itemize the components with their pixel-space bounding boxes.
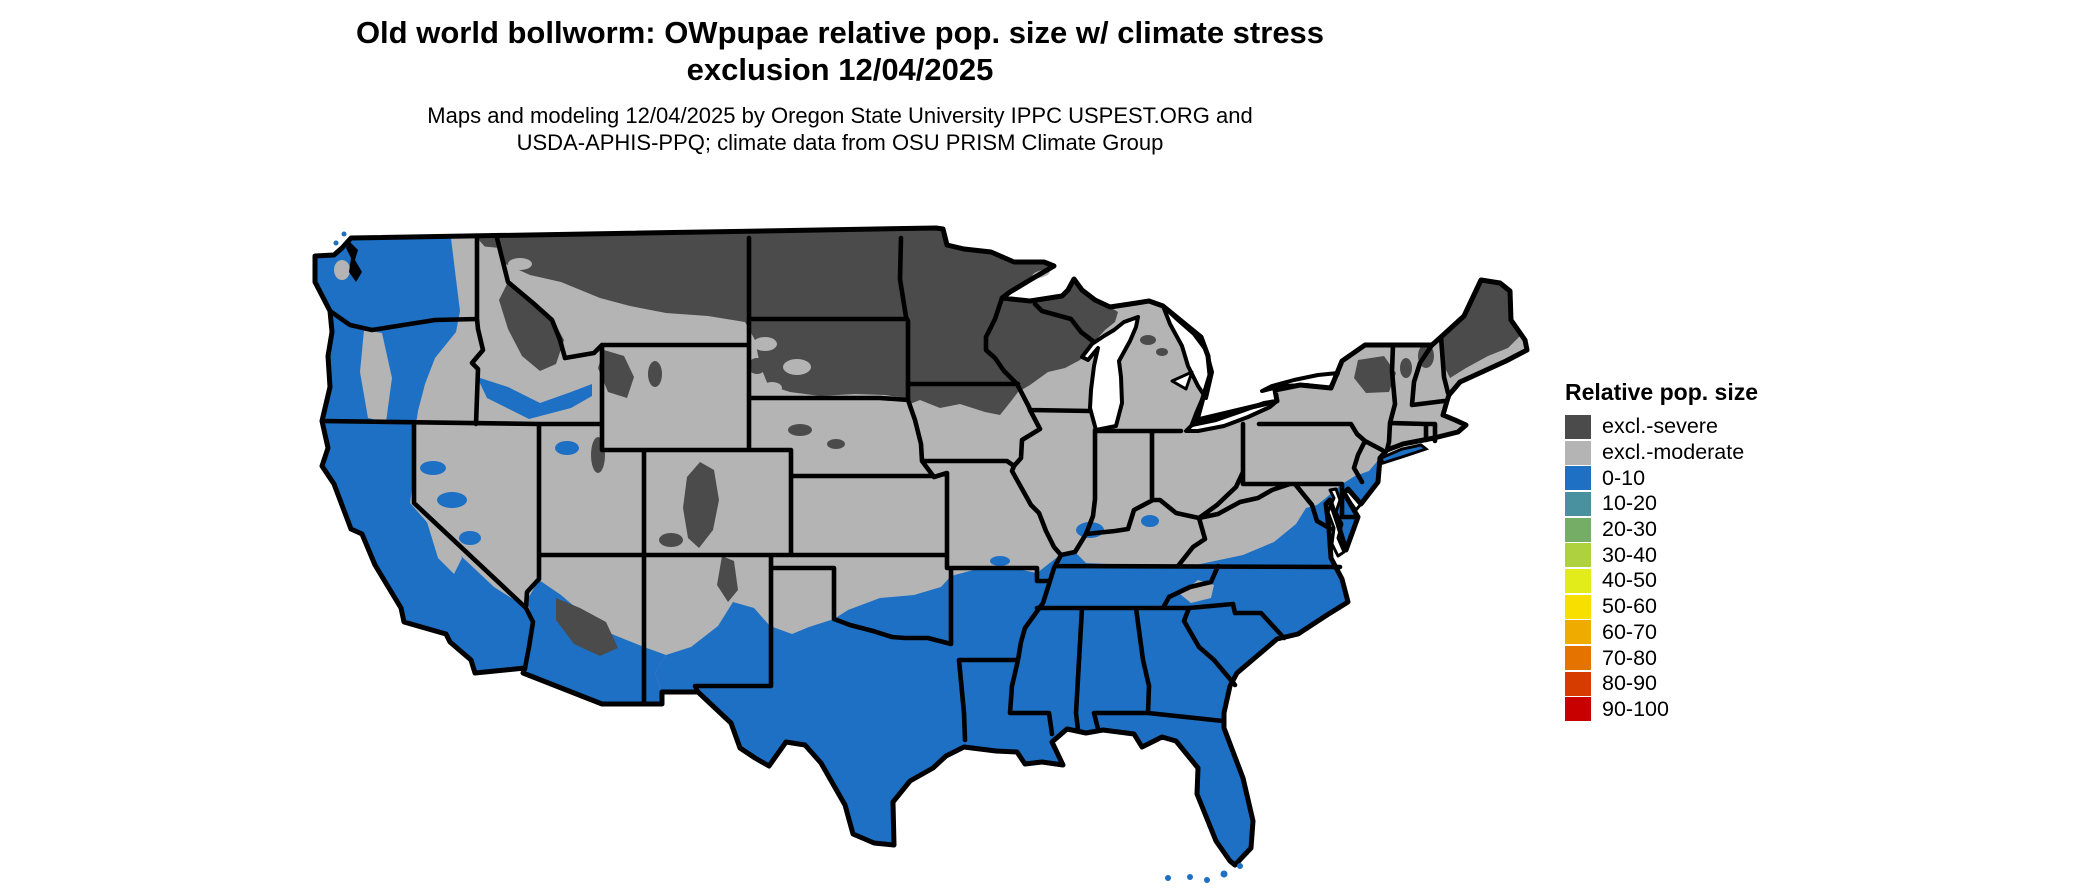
lake-michigan xyxy=(1080,315,1140,432)
legend-swatch-90-100 xyxy=(1565,697,1591,722)
legend-item: 0-10 xyxy=(1565,465,1825,491)
legend-swatch-excl-moderate xyxy=(1565,440,1591,465)
map-moderate-pockets xyxy=(508,258,811,394)
legend-label: 20-30 xyxy=(1602,517,1657,542)
legend-swatch-70-80 xyxy=(1565,646,1591,671)
legend-item: 70-80 xyxy=(1565,645,1825,671)
legend-item: 90-100 xyxy=(1565,697,1825,723)
legend-label: excl.-severe xyxy=(1602,414,1718,439)
legend-swatch-30-40 xyxy=(1565,543,1591,568)
coastline xyxy=(312,225,1530,868)
legend-label: excl.-moderate xyxy=(1602,440,1745,465)
legend-swatch-40-50 xyxy=(1565,568,1591,593)
legend-swatch-0-10 xyxy=(1565,466,1591,491)
legend-title: Relative pop. size xyxy=(1565,379,1759,405)
legend-swatch-50-60 xyxy=(1565,594,1591,619)
map-blue-patches xyxy=(420,441,1159,566)
legend-label: 40-50 xyxy=(1602,568,1657,593)
legend-swatch-60-70 xyxy=(1565,620,1591,645)
legend-label: 10-20 xyxy=(1602,491,1657,516)
map-region-excl-severe-band xyxy=(477,228,1118,415)
map-long-island xyxy=(1379,443,1430,465)
map-moderate-over-blue xyxy=(334,244,1214,603)
legend-label: 80-90 xyxy=(1602,671,1657,696)
legend-label: 50-60 xyxy=(1602,594,1657,619)
state-borders xyxy=(319,235,1451,743)
legend-label: 70-80 xyxy=(1602,645,1657,670)
legend-item: 80-90 xyxy=(1565,671,1825,697)
map-title: Old world bollworm: OWpupae relative pop… xyxy=(240,14,1440,88)
legend-item: 20-30 xyxy=(1565,517,1825,543)
puget-sound xyxy=(346,242,362,282)
legend-item: 30-40 xyxy=(1565,542,1825,568)
legend-label: 30-40 xyxy=(1602,542,1657,567)
legend-item: 40-50 xyxy=(1565,568,1825,594)
title-block: Old world bollworm: OWpupae relative pop… xyxy=(240,14,1440,156)
legend-swatch-excl-severe xyxy=(1565,414,1591,439)
legend-swatch-80-90 xyxy=(1565,671,1591,696)
legend-item: 50-60 xyxy=(1565,594,1825,620)
legend: Relative pop. size excl.-severe excl.-mo… xyxy=(1565,380,1825,722)
legend-label: 60-70 xyxy=(1602,619,1657,644)
map-subtitle: Maps and modeling 12/04/2025 by Oregon S… xyxy=(240,102,1440,156)
legend-label: 0-10 xyxy=(1602,465,1646,490)
legend-item: excl.-severe xyxy=(1565,414,1825,440)
offshore-specks xyxy=(333,231,1243,883)
legend-swatch-20-30 xyxy=(1565,517,1591,542)
saginaw-bay xyxy=(1170,370,1194,391)
map-subtitle-line2: USDA-APHIS-PPQ; climate data from OSU PR… xyxy=(516,130,1164,155)
legend-item: 60-70 xyxy=(1565,620,1825,646)
map-title-line2: exclusion 12/04/2025 xyxy=(686,52,994,87)
legend-label: 90-100 xyxy=(1602,696,1669,721)
map-title-line1: Old world bollworm: OWpupae relative pop… xyxy=(355,15,1325,50)
legend-item: excl.-moderate xyxy=(1565,440,1825,466)
map-region-blue-snake-river xyxy=(477,377,592,419)
legend-swatch-10-20 xyxy=(1565,491,1591,516)
map-subtitle-line1: Maps and modeling 12/04/2025 by Oregon S… xyxy=(427,103,1253,128)
legend-item: 10-20 xyxy=(1565,491,1825,517)
